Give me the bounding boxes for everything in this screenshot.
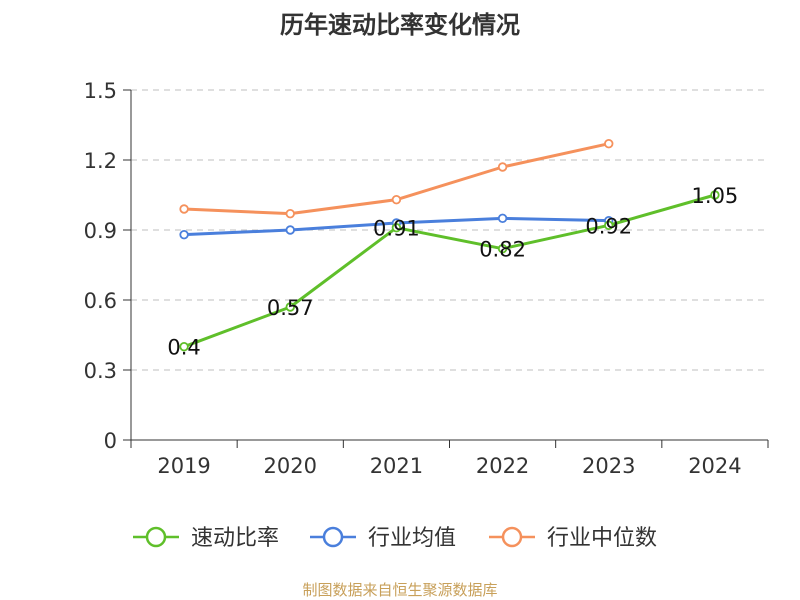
y-tick-label: 0.3 <box>84 359 117 383</box>
data-label: 1.05 <box>692 184 739 208</box>
data-point[interactable] <box>391 194 402 205</box>
y-tick-label: 0 <box>104 429 117 453</box>
series-layer <box>179 138 720 352</box>
y-tick-label: 1.2 <box>84 149 117 173</box>
grid-layer <box>131 89 768 371</box>
x-tick-label: 2019 <box>157 454 210 478</box>
legend-item[interactable]: 行业均值 <box>310 526 456 551</box>
data-label: 0.57 <box>267 296 314 320</box>
data-label: 0.91 <box>373 217 420 241</box>
label-layer: 0.4 0.57 0.91 0.82 0.92 1.05 <box>167 184 738 360</box>
legend-item[interactable]: 行业中位数 <box>489 526 657 551</box>
legend-label: 行业均值 <box>368 526 456 551</box>
data-point[interactable] <box>391 222 402 233</box>
y-tick-label: 1.5 <box>84 79 117 103</box>
legend-label: 行业中位数 <box>547 526 657 551</box>
legend-marker <box>501 526 523 548</box>
legend: 速动比率 行业均值 行业中位数 <box>133 526 657 551</box>
data-point[interactable] <box>179 204 189 214</box>
axis-layer: 0 0.3 0.6 0.9 1.2 1.5 2019 2020 2021 2022 2023 2024 <box>84 79 769 478</box>
data-point[interactable] <box>710 190 720 200</box>
data-point[interactable] <box>497 243 508 254</box>
data-point[interactable] <box>285 208 295 219</box>
data-label: 0.92 <box>585 214 632 238</box>
x-tick-label: 2023 <box>582 454 635 478</box>
data-point[interactable] <box>285 302 295 312</box>
data-point[interactable] <box>497 213 508 224</box>
y-tick-label: 0.6 <box>84 289 117 313</box>
data-label: 0.82 <box>479 238 526 262</box>
data-point[interactable] <box>604 138 614 149</box>
y-tick-label: 0.9 <box>84 219 117 243</box>
data-point[interactable] <box>285 225 295 235</box>
x-tick-label: 2021 <box>370 454 423 478</box>
legend-marker <box>145 526 167 548</box>
data-label: 0.4 <box>167 336 200 360</box>
x-tick-label: 2024 <box>688 454 741 478</box>
x-tick-label: 2022 <box>476 454 529 478</box>
data-point[interactable] <box>497 162 508 172</box>
data-point[interactable] <box>604 220 614 231</box>
legend-item[interactable]: 速动比率 <box>133 526 279 551</box>
series-line <box>183 193 716 349</box>
chart-title: 历年速动比率变化情况 <box>280 11 520 39</box>
source-note: 制图数据来自恒生聚源数据库 <box>302 581 497 599</box>
data-point[interactable] <box>179 229 189 240</box>
data-point[interactable] <box>179 341 189 352</box>
x-tick-label: 2020 <box>264 454 317 478</box>
legend-label: 速动比率 <box>191 526 279 551</box>
legend-marker <box>322 526 344 548</box>
